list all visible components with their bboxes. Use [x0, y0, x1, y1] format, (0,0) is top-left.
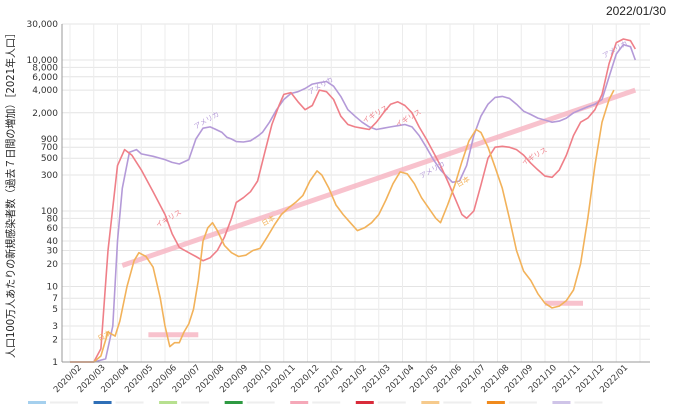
y-tick-label: 4,000 — [32, 86, 58, 96]
y-tick-label: 500 — [41, 154, 58, 164]
series-line-0 — [70, 43, 637, 363]
y-tick-label: 3 — [52, 322, 58, 332]
legend-swatch — [421, 401, 440, 404]
legend-text-placeholder — [246, 401, 275, 404]
y-tick-label: 100 — [41, 207, 58, 217]
y-tick-label: 30 — [47, 246, 59, 256]
series-label: イギリス — [520, 146, 548, 167]
legend-swatch — [290, 401, 309, 404]
y-axis-label: 人口100万人あたりの新規感染者数（過去７日間の増加）［2021年人口］ — [4, 28, 17, 358]
y-tick-label: 80 — [47, 214, 59, 224]
series-label: アメリカ — [307, 76, 335, 97]
x-tick-labels: 2020/022020/032020/042020/052020/062020/… — [52, 363, 630, 395]
date-label: 2022/01/30 — [605, 4, 666, 18]
legend — [28, 401, 603, 404]
legend-text-placeholder — [508, 401, 537, 404]
series-label: イギリス — [361, 104, 389, 125]
legend-swatch — [159, 401, 178, 404]
grid-layer — [62, 23, 650, 363]
legend-text-placeholder — [574, 401, 603, 404]
y-tick-label: 60 — [47, 224, 59, 234]
legend-text-placeholder — [443, 401, 472, 404]
y-tick-label: 700 — [41, 143, 58, 153]
y-tick-label: 30,000 — [27, 20, 59, 30]
legend-swatch — [355, 401, 374, 404]
y-tick-label: 40 — [47, 237, 59, 247]
y-tick-label: 8,000 — [32, 63, 58, 73]
y-tick-label: 7 — [52, 294, 58, 304]
legend-swatch — [552, 401, 571, 404]
legend-text-placeholder — [50, 401, 78, 404]
legend-swatch — [486, 401, 505, 404]
y-tick-label: 300 — [41, 171, 58, 181]
series-line-2 — [70, 89, 615, 363]
legend-swatch — [224, 401, 243, 404]
legend-text-placeholder — [312, 401, 341, 404]
legend-swatch — [93, 401, 112, 404]
y-tick-label: 10,000 — [27, 56, 59, 66]
y-tick-label: 1 — [52, 358, 58, 368]
y-tick-label: 2 — [52, 335, 58, 345]
series-line-1 — [70, 38, 636, 363]
y-tick-label: 6,000 — [32, 73, 58, 83]
y-tick-label: 900 — [41, 135, 58, 145]
reference-line-trend — [121, 87, 637, 268]
y-tick-label: 2,000 — [32, 109, 58, 119]
y-tick-label: 20 — [47, 260, 59, 270]
y-tick-label: 10 — [47, 283, 59, 293]
legend-text-placeholder — [115, 401, 144, 404]
legend-text-placeholder — [377, 401, 406, 404]
y-tick-label: 5 — [52, 305, 58, 315]
legend-swatch — [28, 401, 46, 404]
legend-text-placeholder — [181, 401, 210, 404]
series-layer — [70, 38, 637, 363]
axes — [61, 24, 650, 363]
